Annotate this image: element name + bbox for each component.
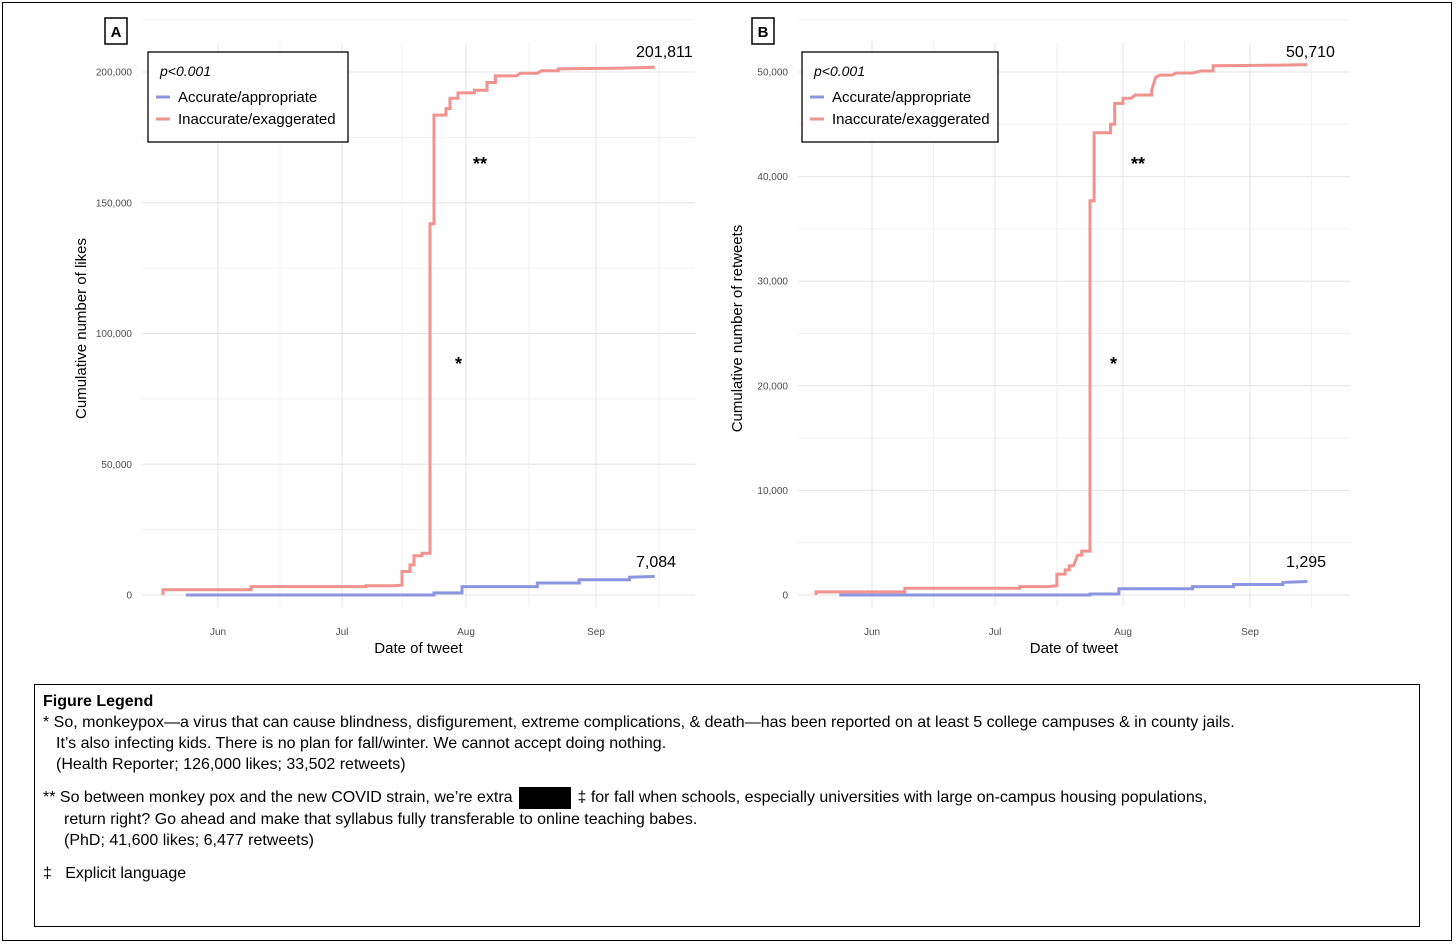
y-axis-title: Cumulative number of likes (73, 238, 90, 419)
chart-panel-B (751, 17, 1350, 607)
y-tick-label: 20,000 (757, 381, 788, 392)
x-tick-label: Sep (1241, 627, 1259, 638)
end-value-label: 50,710 (1286, 44, 1335, 61)
figure-legend: Figure Legend * So, monkeypox—a virus th… (34, 684, 1420, 927)
significance-annotation: ** (1131, 154, 1145, 174)
series-line-inaccurate (161, 65, 655, 595)
legend-entry: Inaccurate/exaggerated (832, 111, 990, 128)
x-tick-label: Jul (989, 627, 1002, 638)
footnote-3: ‡ Explicit language (43, 865, 187, 882)
significance-annotation: ** (473, 154, 487, 174)
x-tick-label: Jul (336, 627, 349, 638)
x-axis-title: Date of tweet (1030, 640, 1119, 657)
series-line-inaccurate (814, 63, 1308, 595)
x-tick-label: Jun (210, 627, 226, 638)
chart-panel-A (104, 17, 695, 607)
y-tick-label: 40,000 (757, 172, 788, 183)
y-tick-label: 50,000 (101, 460, 132, 471)
footnote-1-line-1: * So, monkeypox—a virus that can cause b… (43, 714, 1235, 731)
footnote-2-line-2: return right? Go ahead and make that syl… (64, 811, 698, 828)
footnote-2-text-b: ‡ for fall when schools, especially univ… (577, 789, 1208, 807)
y-axis-title: Cumulative number of retweets (729, 225, 746, 433)
series-line-accurate (839, 580, 1308, 597)
y-tick-label: 200,000 (96, 68, 133, 79)
significance-annotation: * (1110, 354, 1117, 374)
end-value-label: 1,295 (1286, 554, 1326, 571)
significance-annotation: * (455, 354, 462, 374)
y-tick-label: 0 (782, 591, 788, 602)
charts-canvas: 0 50,000 100,000 150,000 200,000 Jun Jul Aug Sep… (73, 17, 1350, 657)
x-tick-label: Sep (587, 627, 605, 638)
legend-title: Figure Legend (43, 693, 154, 710)
y-tick-label: 150,000 (96, 198, 133, 209)
y-tick-label: 10,000 (757, 486, 788, 497)
legend-entry: Inaccurate/exaggerated (178, 111, 336, 128)
legend-entry: Accurate/appropriate (178, 89, 317, 106)
x-axis-title: Date of tweet (374, 640, 463, 657)
chart-legend-box (147, 51, 349, 143)
legend-entry: Accurate/appropriate (832, 89, 971, 106)
footnote-2-line-1: ** So between monkey pox and the new COV… (43, 787, 1411, 809)
x-tick-label: Aug (457, 627, 475, 638)
series-line-accurate (185, 575, 655, 597)
panel-label: B (758, 24, 769, 41)
y-tick-label: 0 (126, 591, 132, 602)
panel-label-box (104, 17, 128, 45)
y-tick-label: 30,000 (757, 277, 788, 288)
chart-legend-box (801, 51, 999, 143)
y-tick-label: 50,000 (757, 68, 788, 79)
footnote-2-line-3: (PhD; 41,600 likes; 6,477 retweets) (64, 832, 314, 849)
y-tick-label: 100,000 (96, 329, 133, 340)
panel-label-box (751, 17, 775, 45)
end-value-label: 201,811 (636, 44, 693, 61)
footnote-2-text-a: ** So between monkey pox and the new COV… (43, 789, 513, 807)
footnote-1-line-2: It’s also infecting kids. There is no pl… (56, 735, 667, 752)
p-value-label: p<0.001 (159, 63, 211, 79)
footnote-1-line-3: (Health Reporter; 126,000 likes; 33,502 … (56, 756, 406, 773)
end-value-label: 7,084 (636, 554, 676, 571)
panel-label: A (111, 24, 122, 41)
x-tick-label: Jun (864, 627, 880, 638)
x-tick-label: Aug (1114, 627, 1132, 638)
p-value-label: p<0.001 (813, 63, 865, 79)
redaction-block (519, 787, 572, 809)
